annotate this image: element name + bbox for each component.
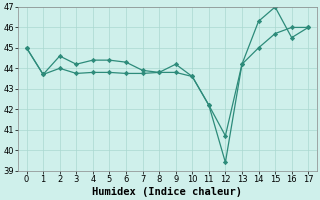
X-axis label: Humidex (Indice chaleur): Humidex (Indice chaleur) <box>92 186 242 197</box>
